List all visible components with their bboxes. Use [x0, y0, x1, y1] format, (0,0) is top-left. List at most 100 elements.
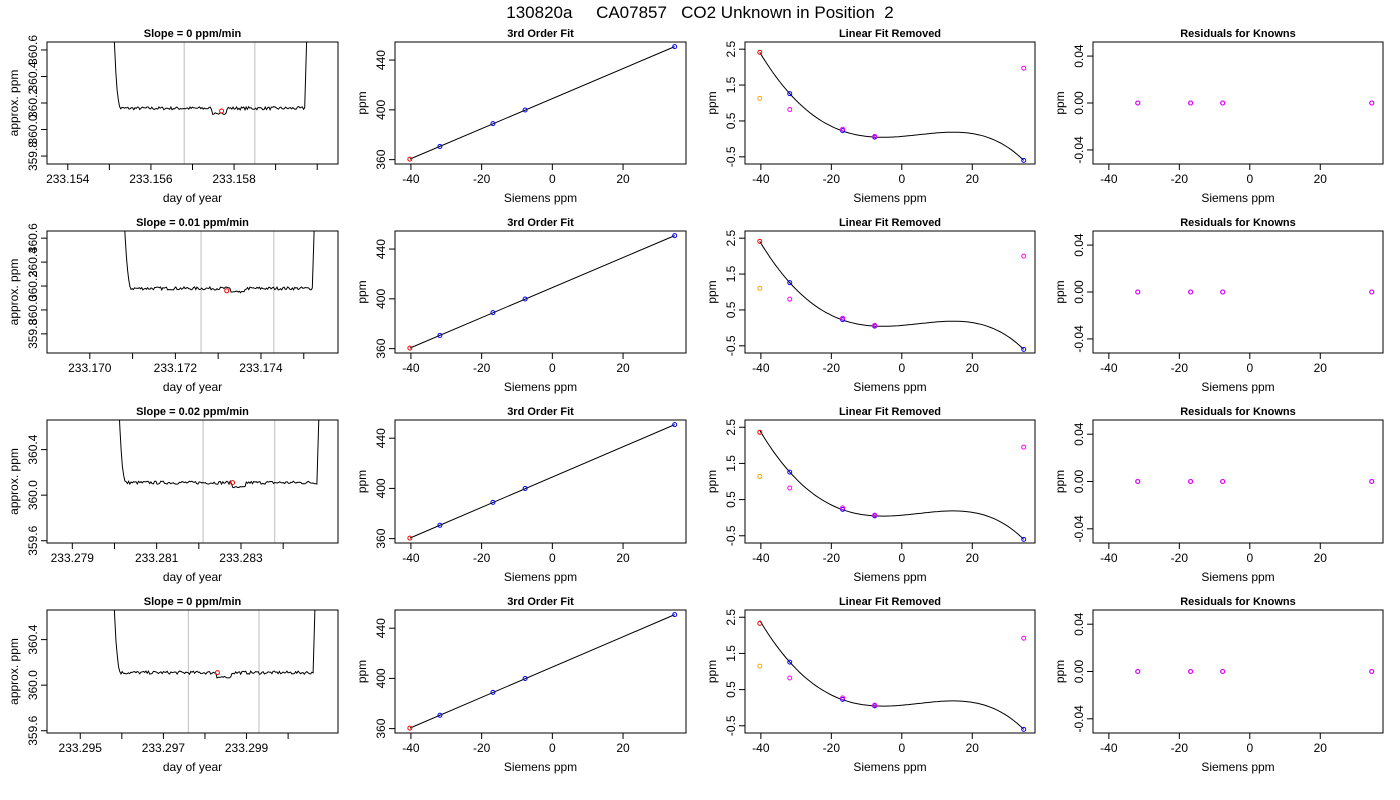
- y-tick-label: 1.5: [724, 265, 738, 282]
- data-point: [490, 121, 496, 127]
- x-tick-label: -20: [823, 172, 841, 186]
- x-tick-label: 20: [966, 361, 980, 375]
- x-tick-label: 20: [1314, 551, 1328, 565]
- y-axis-label: ppm: [705, 660, 719, 683]
- y-axis-label: approx. ppm: [7, 259, 21, 326]
- unknown-point: [214, 670, 220, 676]
- y-tick-label: 0.5: [724, 112, 738, 129]
- fit-curve: [759, 620, 1025, 730]
- panel-3-3: Linear Fit Removed -40 -20 0 20 Siemens ppm -0…: [705, 406, 1036, 584]
- plot-area: [1135, 289, 1375, 295]
- fit-curve: [759, 430, 1025, 540]
- y-axis-label: ppm: [355, 280, 369, 303]
- data-point: [1220, 669, 1226, 674]
- y-tick-label: 360: [374, 149, 388, 169]
- y-tick-label: 360.0: [26, 670, 40, 700]
- data-point: [1021, 346, 1027, 352]
- plot-area: [1135, 479, 1375, 484]
- data-point: [840, 315, 846, 321]
- y-tick-label: 359.6: [26, 525, 40, 555]
- data-point: [407, 345, 413, 351]
- plot-area: [1135, 669, 1375, 674]
- x-tick-label: 233.281: [135, 551, 179, 565]
- y-tick-label: 2.5: [724, 419, 738, 436]
- x-tick-label: 20: [1314, 172, 1328, 186]
- panel-title: Linear Fit Removed: [839, 596, 941, 608]
- data-point: [522, 107, 528, 113]
- data-point: [787, 296, 793, 302]
- data-point: [522, 296, 528, 302]
- y-tick-label: 360.2: [26, 88, 40, 118]
- fit-curve: [759, 241, 1025, 350]
- x-tick-label: 20: [616, 741, 630, 755]
- y-tick-label: 0.00: [1072, 280, 1086, 304]
- x-axis-label: Siemens ppm: [1201, 760, 1274, 774]
- y-tick-label: 359.8: [26, 319, 40, 349]
- data-point: [872, 512, 878, 518]
- y-tick-label: 440: [374, 239, 388, 259]
- data-point: [757, 429, 763, 435]
- x-tick-label: 0: [1246, 361, 1253, 375]
- fit-line: [409, 614, 675, 729]
- y-tick-label: 360.0: [26, 295, 40, 325]
- plot-frame: [744, 419, 1036, 544]
- x-tick-label: 20: [616, 551, 630, 565]
- panel-1-2: 3rd Order Fit -40 -20 0 20 Siemens ppm 360 400 4…: [355, 28, 687, 205]
- plot-area: [119, 420, 320, 543]
- x-tick-label: -40: [402, 361, 420, 375]
- panel-4-2: 3rd Order Fit -40 -20 0 20 Siemens ppm 360 400 4…: [355, 596, 687, 774]
- x-tick-label: 0: [898, 741, 905, 755]
- data-point: [1135, 100, 1141, 106]
- x-tick-label: 20: [966, 551, 980, 565]
- y-tick-label: 360.4: [26, 247, 40, 277]
- data-point: [757, 663, 763, 669]
- data-point: [787, 485, 793, 491]
- y-tick-label: 360.4: [26, 61, 40, 91]
- panel-2-4: Residuals for Knowns -40 -20 0 20 Siemens ppm…: [1053, 217, 1384, 394]
- data-point: [1021, 65, 1027, 71]
- x-tick-label: -20: [473, 172, 491, 186]
- x-axis-label: Siemens ppm: [853, 760, 926, 774]
- y-tick-label: 360.4: [26, 434, 40, 464]
- signal-trace: [119, 420, 320, 489]
- panel-2-1: Slope = 0.01 ppm/min 233.170 233.172 233.17…: [7, 217, 339, 394]
- x-axis-label: Siemens ppm: [504, 760, 577, 774]
- plot-area: [757, 49, 1027, 163]
- panel-title: Residuals for Knowns: [1180, 28, 1296, 40]
- plot-frame: [394, 419, 687, 544]
- panel-title: Slope = 0 ppm/min: [144, 28, 242, 40]
- data-point: [1021, 253, 1027, 259]
- x-axis-label: Siemens ppm: [853, 191, 926, 205]
- x-tick-label: 20: [1314, 741, 1328, 755]
- data-point: [757, 238, 763, 244]
- x-tick-label: 20: [966, 172, 980, 186]
- plot-area: [407, 233, 678, 351]
- panel-1-3: Linear Fit Removed -40 -20 0 20 Siemens ppm -0…: [705, 28, 1036, 205]
- data-point: [787, 280, 793, 286]
- data-point: [757, 473, 763, 479]
- y-tick-label: 0.5: [724, 301, 738, 318]
- x-tick-label: 20: [616, 172, 630, 186]
- plot-frame: [1092, 41, 1384, 165]
- data-point: [1220, 289, 1226, 295]
- plot-frame: [46, 41, 339, 165]
- y-tick-label: 2.5: [724, 230, 738, 247]
- x-axis-label: Siemens ppm: [504, 570, 577, 584]
- data-point: [787, 91, 793, 97]
- y-tick-label: 2.5: [724, 41, 738, 58]
- data-point: [840, 126, 846, 132]
- data-point: [1021, 726, 1027, 732]
- data-point: [672, 422, 678, 428]
- y-tick-label: -0.04: [1072, 325, 1086, 353]
- x-axis-label: Siemens ppm: [504, 191, 577, 205]
- y-axis-label: ppm: [355, 470, 369, 493]
- plot-frame: [394, 41, 687, 165]
- y-tick-label: 440: [374, 618, 388, 638]
- x-tick-label: -20: [473, 741, 491, 755]
- x-tick-label: 0: [1246, 172, 1253, 186]
- data-point: [490, 310, 496, 316]
- y-tick-label: 360: [374, 718, 388, 738]
- fit-line: [409, 424, 675, 539]
- panel-title: Linear Fit Removed: [839, 28, 941, 40]
- data-point: [407, 725, 413, 731]
